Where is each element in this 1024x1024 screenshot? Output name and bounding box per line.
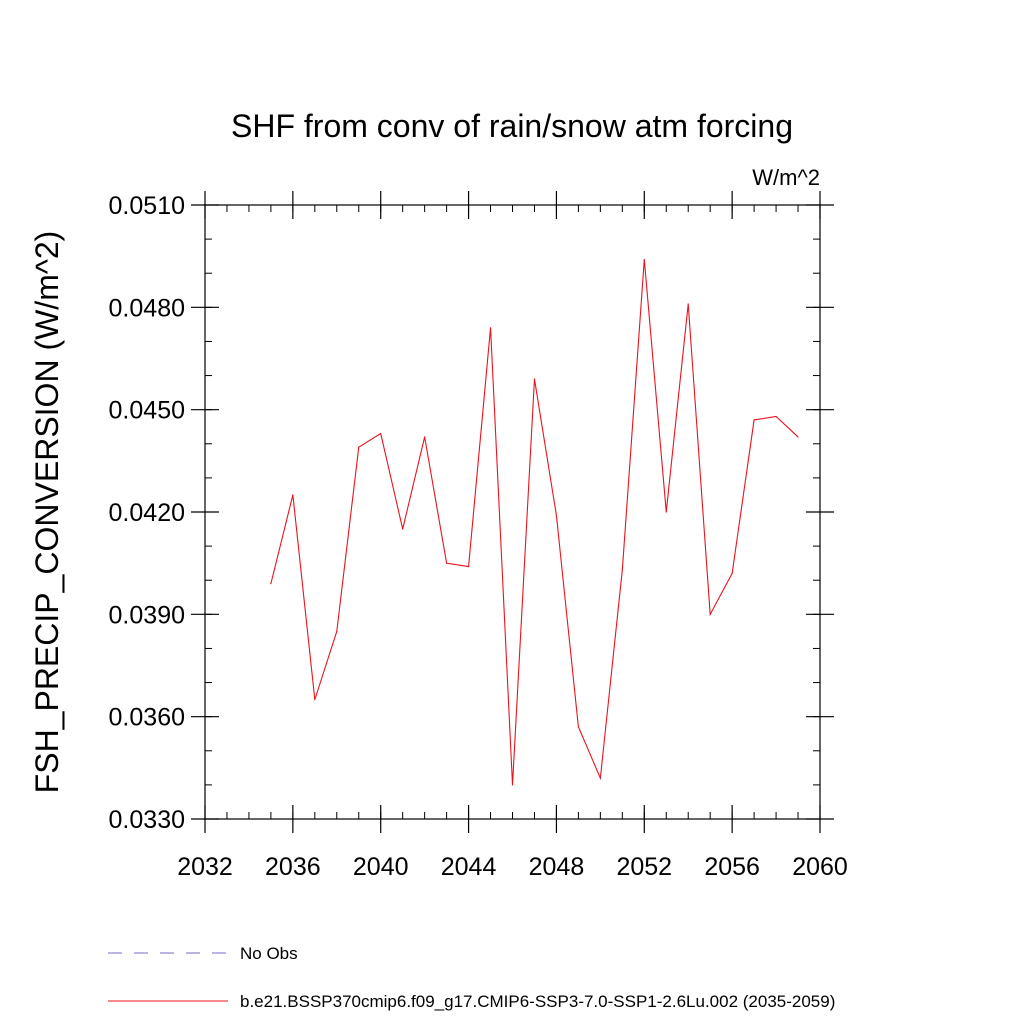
series-point xyxy=(336,630,338,632)
series-point xyxy=(446,562,448,564)
y-tick-label: 0.0450 xyxy=(109,397,185,425)
series-point xyxy=(731,572,733,575)
x-tick-label: 2032 xyxy=(177,853,233,881)
series-point xyxy=(687,303,689,305)
series-point xyxy=(599,777,601,779)
y-tick-label: 0.0330 xyxy=(109,806,185,834)
series-point xyxy=(424,436,426,438)
series-point xyxy=(797,436,799,438)
legend-label-no-obs: No Obs xyxy=(240,944,298,963)
y-tick-label: 0.0480 xyxy=(109,294,185,322)
series-point xyxy=(775,415,777,418)
series-point xyxy=(511,784,514,786)
series-point xyxy=(402,528,404,530)
x-tick-label: 2060 xyxy=(792,853,848,881)
units-label: W/m^2 xyxy=(752,165,820,190)
series-point xyxy=(467,565,470,568)
series-point xyxy=(621,569,623,571)
plot-area: 0.0330 0.0360 0.0390 0.0420 0.0450 0.0480 0.05… xyxy=(109,191,848,881)
series-point xyxy=(380,432,382,435)
series-point xyxy=(577,726,579,728)
y-tick-label: 0.0420 xyxy=(109,499,185,527)
x-tick-label: 2044 xyxy=(441,853,497,881)
series-point xyxy=(270,583,272,585)
legend: No Obs b.e21.BSSP370cmip6.f09_g17.CMIP6-… xyxy=(108,944,835,1011)
y-tick-label: 0.0390 xyxy=(109,601,185,629)
series-point xyxy=(533,378,536,380)
plot-frame xyxy=(204,204,821,820)
x-tick-label: 2040 xyxy=(353,853,409,881)
series-point xyxy=(709,613,711,615)
series-point xyxy=(555,514,558,517)
series-point xyxy=(665,511,667,513)
y-tick-label: 0.0360 xyxy=(109,704,185,732)
series-line xyxy=(270,259,799,785)
legend-label-model: b.e21.BSSP370cmip6.f09_g17.CMIP6-SSP3-7.… xyxy=(240,992,835,1011)
x-tick-label: 2036 xyxy=(265,853,321,881)
series-point xyxy=(753,419,755,421)
x-tick-label: 2056 xyxy=(704,853,760,881)
series-point xyxy=(292,494,294,496)
x-tick-label: 2048 xyxy=(529,853,585,881)
x-tick-label: 2052 xyxy=(616,853,672,881)
chart-title: SHF from conv of rain/snow atm forcing xyxy=(231,108,793,144)
series-point xyxy=(643,258,645,261)
y-tick-label: 0.0510 xyxy=(109,192,185,220)
y-axis-label: FSH_PRECIP_CONVERSION (W/m^2) xyxy=(29,231,65,794)
series-point xyxy=(358,446,360,448)
series-point xyxy=(314,699,316,701)
series-point xyxy=(489,327,492,329)
